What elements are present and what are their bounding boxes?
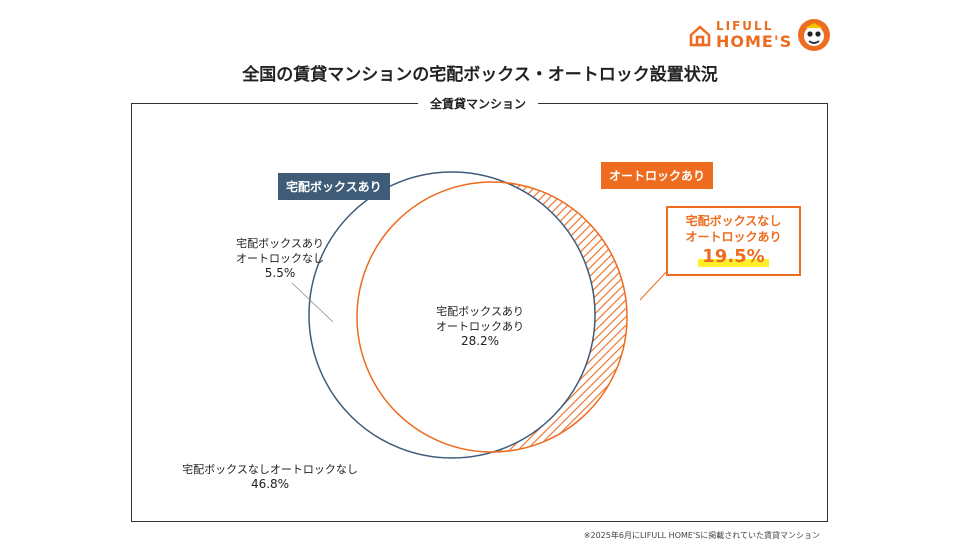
box-only-line1: 宅配ボックスあり [236, 237, 324, 250]
mascot-icon [798, 19, 830, 51]
autolock-only-value: 19.5% [698, 247, 769, 267]
brand-logo: LIFULL HOME'S [688, 18, 838, 58]
autolock-only-callout: 宅配ボックスなし オートロックあり 19.5% [666, 206, 801, 276]
box-only-line2: オートロックなし [236, 252, 324, 265]
neither-line1: 宅配ボックスなしオートロックなし [182, 463, 358, 476]
neither-value: 46.8% [250, 477, 290, 491]
house-icon [689, 25, 711, 47]
box-set-label: 宅配ボックスあり [278, 173, 390, 200]
page-title: 全国の賃貸マンションの宅配ボックス・オートロック設置状況 [242, 65, 718, 85]
both-value: 28.2% [460, 334, 500, 348]
box-circle [308, 171, 596, 459]
footnote: ※2025年6月にLIFULL HOME'Sに掲載されていた賃貸マンション [583, 531, 820, 540]
autolock-only-line1: 宅配ボックスなし [685, 214, 782, 228]
neither-label: 宅配ボックスなしオートロックなし 46.8% [170, 462, 370, 492]
logo-top-text: LIFULL [716, 19, 774, 33]
autolock-only-leader [639, 269, 669, 301]
autolock-only-line2: オートロックあり [685, 230, 782, 244]
logo-text: LIFULL HOME'S [716, 20, 792, 50]
box-only-value: 5.5% [264, 266, 296, 280]
autolock-circle [356, 181, 628, 453]
both-label: 宅配ボックスあり オートロックあり 28.2% [420, 304, 540, 349]
autolock-set-label: オートロックあり [601, 162, 714, 189]
box-only-leader [291, 282, 334, 323]
logo-bottom-text: HOME'S [716, 32, 793, 51]
both-line1: 宅配ボックスあり [436, 305, 524, 318]
box-only-label: 宅配ボックスあり オートロックなし 5.5% [225, 236, 335, 281]
both-line2: オートロックあり [436, 320, 524, 333]
frame-label: 全賃貸マンション [418, 95, 539, 112]
